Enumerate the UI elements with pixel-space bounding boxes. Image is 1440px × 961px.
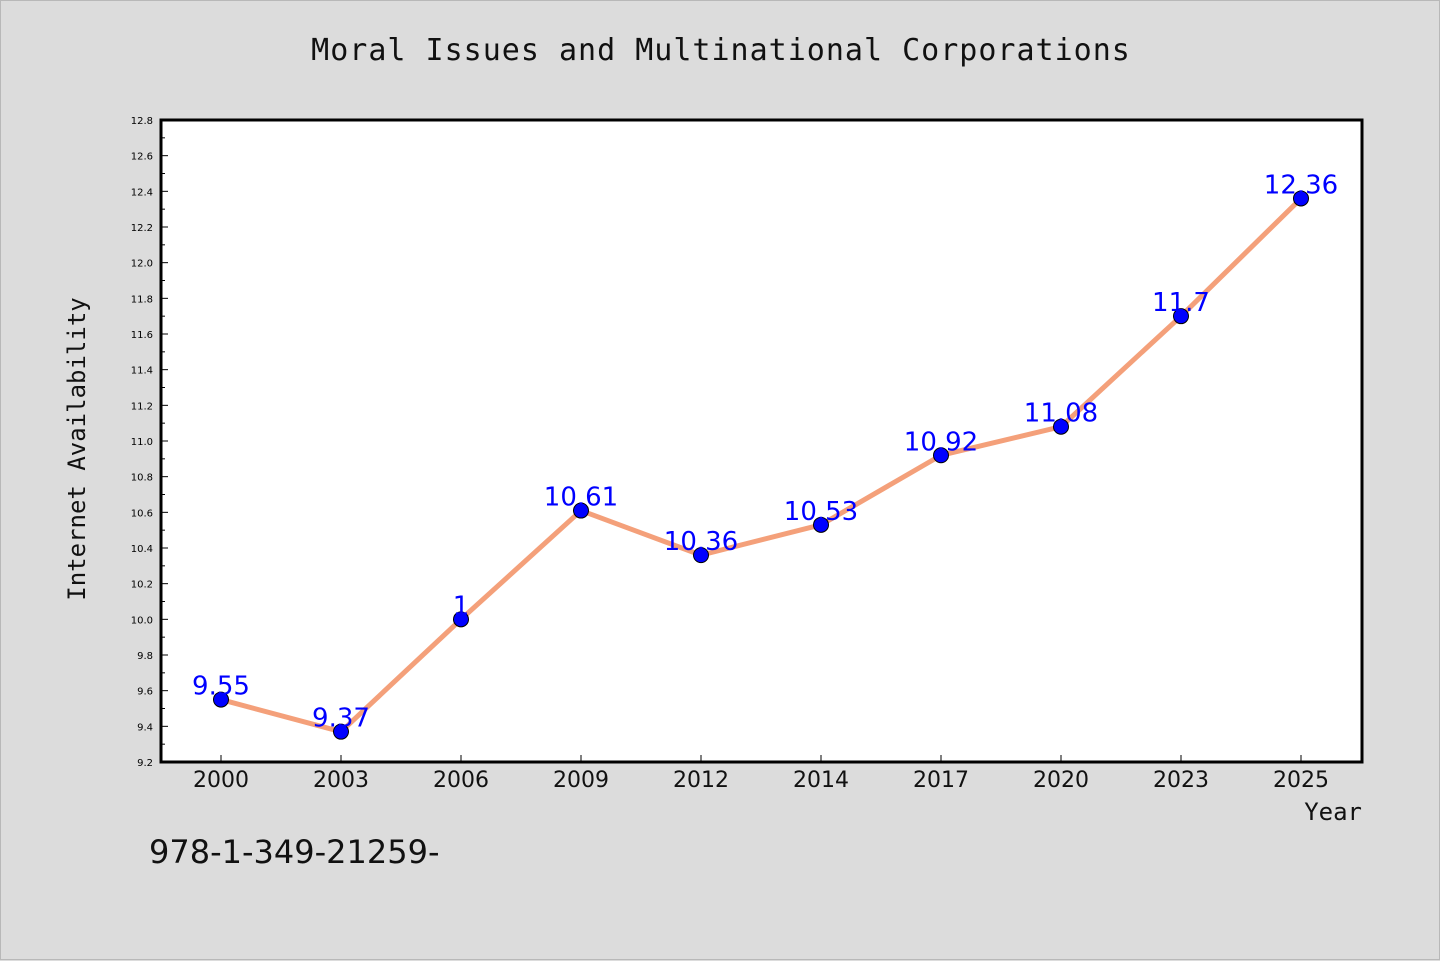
data-point [333,723,349,740]
y-tick-label: 10.2 [131,580,153,591]
y-tick-label: 12.0 [131,259,153,270]
y-tick-label: 10.4 [131,544,153,555]
x-tick-label: 2000 [193,768,249,793]
y-tick-label: 12.4 [131,187,153,198]
data-point [453,611,469,628]
x-tick-label: 2014 [793,768,849,793]
data-label: 9.55 [192,672,250,702]
x-tick-label: 2003 [313,768,369,793]
data-label: 10.53 [784,497,858,527]
plot-area [161,120,1362,762]
data-point [213,691,229,708]
x-tick-label: 2025 [1273,768,1329,793]
y-tick-label: 11.4 [131,366,153,377]
y-tick-label: 9.4 [137,722,153,733]
chart-title: Moral Issues and Multinational Corporati… [311,33,1131,68]
data-label: 10.92 [904,427,978,457]
data-point [573,502,589,519]
data-point [933,447,949,464]
y-axis-label: Internet Availability [63,297,91,600]
x-tick-label: 2023 [1153,768,1209,793]
data-point [693,547,709,564]
data-label: 12.36 [1264,170,1338,200]
x-tick-label: 2006 [433,768,489,793]
y-tick-label: 12.8 [131,116,153,127]
data-label: 10.61 [544,483,618,513]
data-label: 11.08 [1024,399,1098,429]
data-point [1053,418,1069,435]
y-tick-label: 10.0 [131,615,153,626]
y-tick-label: 9.6 [137,687,153,698]
y-tick-label: 9.8 [137,651,153,662]
data-point [1293,190,1309,207]
y-tick-label: 12.2 [131,223,153,234]
data-label: 11.7 [1152,288,1210,318]
x-tick-label: 2012 [673,768,729,793]
y-tick-label: 11.2 [131,401,153,412]
x-tick-label: 2020 [1033,768,1089,793]
y-tick-label: 11.0 [131,437,153,448]
data-label: 9.37 [312,704,370,734]
x-axis-label: Year [1304,798,1362,826]
data-label: 10.36 [664,527,738,557]
y-tick-label: 11.6 [131,330,153,341]
y-tick-label: 12.6 [131,152,153,163]
y-tick-label: 9.2 [137,758,153,769]
x-tick-label: 2017 [913,768,969,793]
footer-isbn-text: 978-1-349-21259- [149,833,440,871]
y-tick-label: 10.6 [131,508,153,519]
y-tick-label: 10.8 [131,473,153,484]
series-line [218,195,1304,735]
plot-frame [159,118,1364,764]
data-point [1173,308,1189,325]
y-tick-label: 11.8 [131,294,153,305]
x-tick-label: 2009 [553,768,609,793]
data-point [813,516,829,533]
data-label: 1 [453,591,470,621]
